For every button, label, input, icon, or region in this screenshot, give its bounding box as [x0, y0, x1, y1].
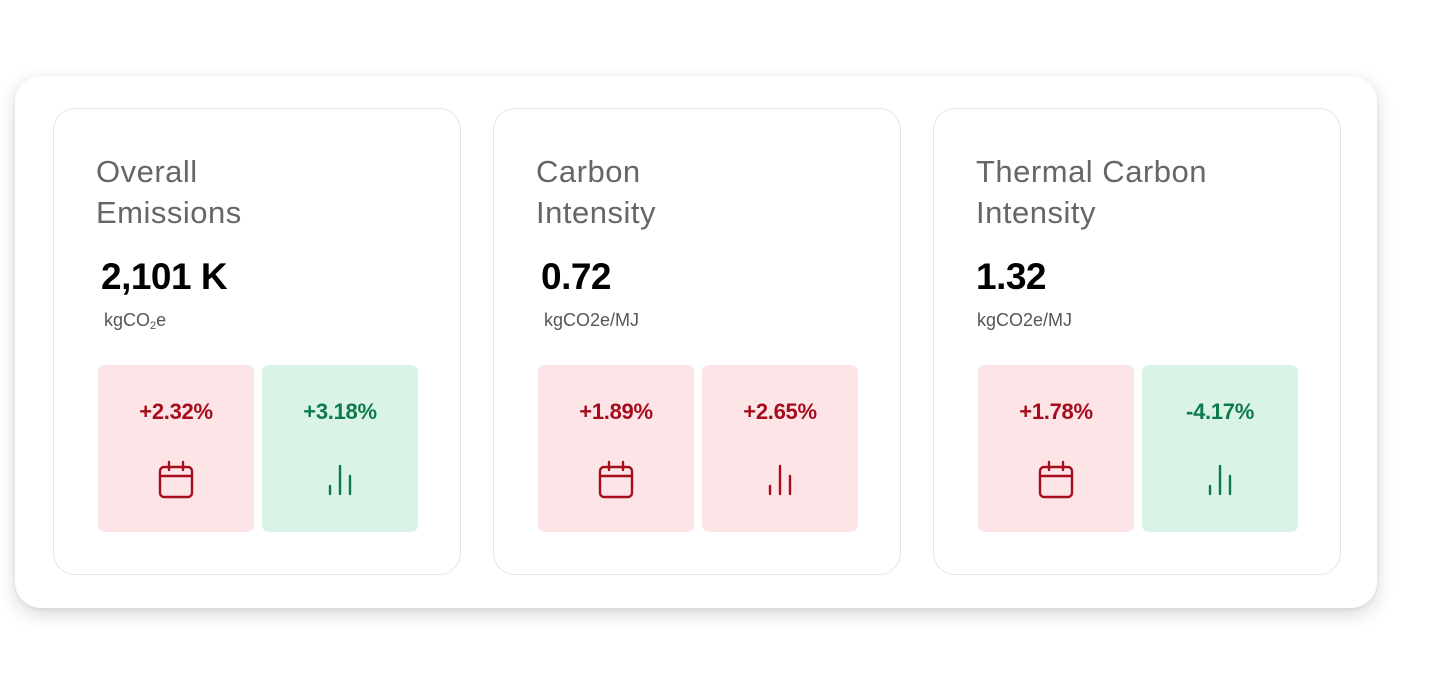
- change-tile-period[interactable]: +2.32%: [98, 365, 254, 532]
- change-tile-trend[interactable]: +3.18%: [262, 365, 418, 532]
- change-tile-trend[interactable]: +2.65%: [702, 365, 858, 532]
- card-title: Carbon Intensity: [536, 151, 876, 233]
- bar-chart-icon: [768, 464, 792, 496]
- bar-chart-icon: [328, 464, 352, 496]
- change-tile-period[interactable]: +1.78%: [978, 365, 1134, 532]
- metric-unit: kgCO2e/MJ: [977, 310, 1073, 330]
- metric-card-carbon-intensity: Carbon Intensity 0.72 kgCO2e/MJ +1.89% +…: [493, 108, 901, 575]
- unit-suffix: e: [156, 310, 167, 330]
- change-percent: -4.17%: [1186, 399, 1254, 424]
- metric-unit: kgCO2e/MJ: [544, 310, 640, 330]
- calendar-icon: [1038, 460, 1074, 499]
- change-tile-period[interactable]: +1.89%: [538, 365, 694, 532]
- metric-value: 0.72: [541, 256, 612, 297]
- change-percent: +1.89%: [579, 399, 653, 424]
- calendar-icon: [598, 460, 634, 499]
- bar-chart-icon: [1208, 464, 1232, 496]
- metric-value: 1.32: [976, 256, 1047, 297]
- metric-card-thermal-carbon-intensity: Thermal Carbon Intensity 1.32 kgCO2e/MJ …: [933, 108, 1341, 575]
- card-title-line: Emissions: [96, 195, 242, 230]
- metric-card-overall-emissions: Overall Emissions 2,101 K kgCO2e +2.32% …: [53, 108, 461, 575]
- unit-subscript: 2: [150, 320, 157, 332]
- change-percent: +1.78%: [1019, 399, 1093, 424]
- card-title: Overall Emissions: [96, 151, 436, 233]
- card-title-line: Overall: [96, 154, 198, 189]
- change-tile-trend[interactable]: -4.17%: [1142, 365, 1298, 532]
- card-title-line: Intensity: [976, 195, 1096, 230]
- calendar-icon: [158, 460, 194, 499]
- change-percent: +2.65%: [743, 399, 817, 424]
- card-title-line: Thermal Carbon: [976, 154, 1207, 189]
- card-title: Thermal Carbon Intensity: [976, 151, 1316, 233]
- change-percent: +3.18%: [303, 399, 377, 424]
- unit-prefix: kgCO: [104, 310, 151, 330]
- metric-unit: kgCO2e: [104, 310, 166, 332]
- card-title-line: Carbon: [536, 154, 641, 189]
- metric-value: 2,101 K: [101, 256, 228, 297]
- card-title-line: Intensity: [536, 195, 656, 230]
- metrics-panel: Overall Emissions 2,101 K kgCO2e +2.32% …: [15, 76, 1377, 608]
- change-percent: +2.32%: [139, 399, 213, 424]
